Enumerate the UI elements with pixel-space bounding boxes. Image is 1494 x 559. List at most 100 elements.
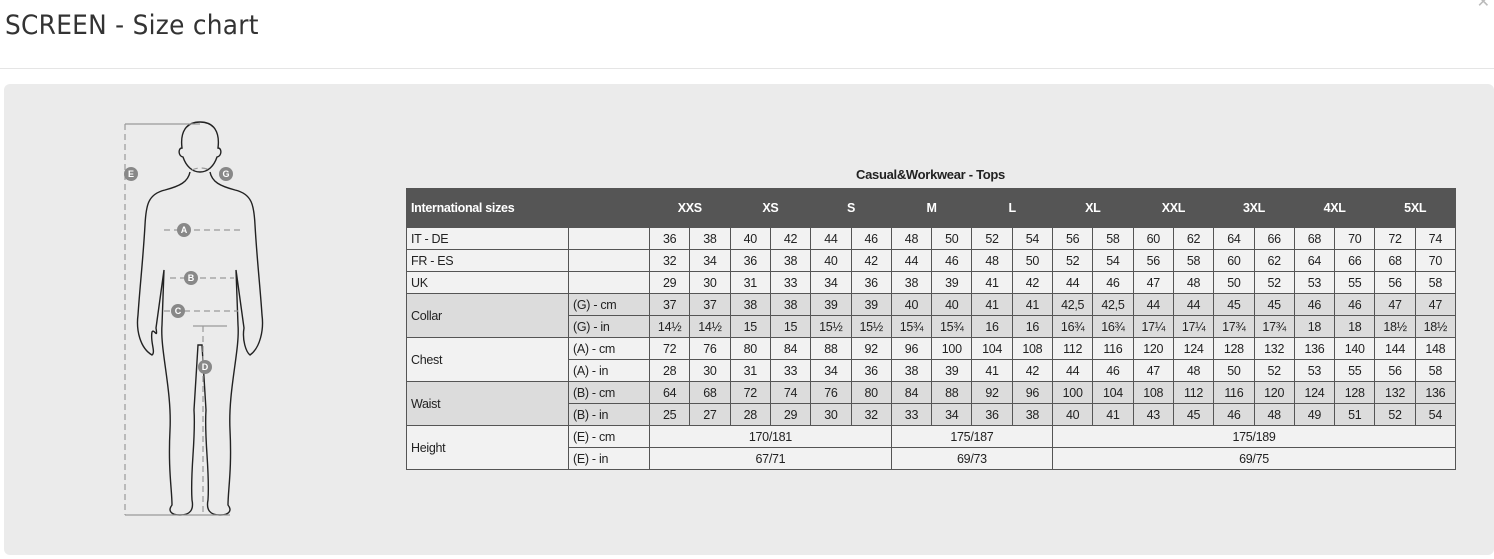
table-cell: 62: [1172, 227, 1215, 250]
table-cell: 96: [1011, 381, 1054, 404]
table-cell: 44: [1132, 293, 1174, 316]
header-international-sizes: International sizes: [406, 188, 569, 228]
table-cell: 116: [1092, 337, 1134, 360]
table-cell: 38: [890, 271, 933, 294]
table-caption: Casual&Workwear - Tops: [856, 167, 1005, 182]
table-cell: 104: [1092, 381, 1134, 404]
table-cell: 132: [1253, 337, 1295, 360]
table-cell: 76: [810, 381, 852, 404]
table-cell: 30: [810, 403, 852, 426]
row-unit: [568, 227, 650, 250]
table-cell: 58: [1172, 249, 1215, 272]
figure-label-g: G: [222, 169, 229, 179]
table-cell: 108: [1011, 337, 1054, 360]
table-cell: 17¾: [1213, 315, 1255, 338]
table-cell: 34: [689, 249, 731, 272]
table-cell: 33: [890, 403, 933, 426]
table-cell: 84: [890, 381, 933, 404]
table-cell: 128: [1334, 381, 1376, 404]
table-cell: 124: [1172, 337, 1215, 360]
header-size-xxl: XXL: [1132, 188, 1215, 228]
table-cell: 64: [1293, 249, 1336, 272]
table-cell: 36: [971, 403, 1013, 426]
table-cell: 60: [1213, 249, 1255, 272]
table-cell: 80: [729, 337, 771, 360]
table-cell: 88: [931, 381, 973, 404]
table-cell: 15¾: [931, 315, 973, 338]
table-cell: 38: [689, 227, 731, 250]
table-cell: 50: [931, 227, 973, 250]
table-row: UK 29 30 31 33 34 36 38 39 41 42 44 46 47 48 50 52 53 55 56…: [406, 271, 1456, 294]
header-divider: [0, 68, 1494, 69]
table-cell: 38: [1011, 403, 1054, 426]
table-cell: 70: [1334, 227, 1376, 250]
table-cell: 88: [810, 337, 852, 360]
table-cell: 39: [850, 293, 892, 316]
table-cell: 56: [1051, 227, 1094, 250]
table-cell: 17¾: [1253, 315, 1295, 338]
table-cell: 15: [729, 315, 771, 338]
header-size-xl: XL: [1052, 188, 1134, 228]
table-cell: 36: [850, 359, 892, 382]
table-cell: 40: [810, 249, 852, 272]
table-cell: 29: [769, 403, 812, 426]
table-cell: 48: [1253, 403, 1295, 426]
table-cell: 52: [1253, 271, 1295, 294]
table-cell: 28: [729, 403, 771, 426]
table-cell: 42,5: [1092, 293, 1134, 316]
table-cell: 32: [850, 403, 892, 426]
table-cell: 104: [971, 337, 1013, 360]
table-cell: 30: [689, 271, 731, 294]
row-unit: (B) - in: [568, 403, 650, 426]
table-cell: 48: [890, 227, 933, 250]
table-row: Chest (A) - cm 72 76 80 84 88 92 96 100 104 108 112 1…: [406, 337, 1456, 382]
table-cell: 58: [1414, 359, 1456, 382]
table-row: Waist (B) - cm 64 68 72 74 76 80 84 88 92 96 100 104 1…: [406, 381, 1456, 426]
table-cell: 42: [850, 249, 892, 272]
row-label: UK: [406, 271, 569, 294]
table-cell: 140: [1334, 337, 1376, 360]
table-row: Height (E) - cm 170/181 175/187 175/189: [406, 425, 1456, 470]
table-cell: 34: [810, 271, 852, 294]
table-cell: 52: [971, 227, 1013, 250]
group-label-chest: Chest: [406, 337, 569, 382]
table-row: (A) - in 28 30 31 33 34 36 38 39 41 42 44 46 47 48 50 52…: [407, 359, 1456, 382]
table-cell: 40: [729, 227, 771, 250]
figure-label-e: E: [128, 169, 134, 179]
header-size-xxs: XXS: [649, 188, 731, 228]
table-cell: 30: [689, 359, 731, 382]
table-cell: 36: [850, 271, 892, 294]
table-header-row: International sizes XXS XS S M L XL XXL 3XL 4XL 5…: [406, 188, 1456, 228]
table-cell: 46: [850, 227, 892, 250]
table-cell: 116: [1213, 381, 1255, 404]
header-size-3xl: 3XL: [1213, 188, 1295, 228]
table-cell: 92: [971, 381, 1013, 404]
header-size-5xl: 5XL: [1374, 188, 1456, 228]
table-cell: 124: [1293, 381, 1336, 404]
close-icon[interactable]: ✕: [1476, 0, 1490, 11]
table-cell: 15: [769, 315, 812, 338]
table-cell: 39: [810, 293, 852, 316]
table-cell: 74: [769, 381, 812, 404]
table-cell: 56: [1374, 271, 1416, 294]
table-cell: 72: [729, 381, 771, 404]
table-cell: 132: [1374, 381, 1416, 404]
table-cell: 45: [1172, 403, 1215, 426]
row-label: IT - DE: [406, 227, 569, 250]
table-cell: 72: [648, 337, 691, 360]
table-cell: 72: [1374, 227, 1416, 250]
group-label-waist: Waist: [406, 381, 569, 426]
table-cell: 34: [931, 403, 973, 426]
table-cell: 32: [648, 249, 691, 272]
body-outline: [178, 121, 222, 173]
table-cell: 48: [1172, 271, 1215, 294]
table-cell: 16¾: [1092, 315, 1134, 338]
row-unit: (A) - cm: [568, 337, 650, 360]
row-unit: (G) - in: [568, 315, 650, 338]
table-cell: 47: [1414, 293, 1456, 316]
height-range-cell: 67/71: [649, 447, 892, 470]
height-range-cell: 175/189: [1052, 425, 1456, 448]
table-cell: 18: [1293, 315, 1336, 338]
table-cell: 39: [931, 271, 973, 294]
figure-label-a: A: [181, 225, 188, 235]
